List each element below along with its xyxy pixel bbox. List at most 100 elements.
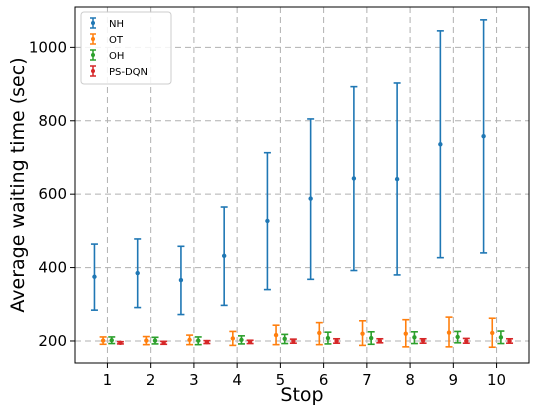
ps-dqn-point	[247, 339, 253, 344]
oh-point	[325, 335, 331, 341]
ps-dqn-point	[291, 338, 296, 344]
oh-point	[412, 335, 417, 340]
legend-box	[80, 11, 172, 85]
oh-point	[282, 336, 287, 341]
oh-point	[498, 335, 504, 340]
nh-errorbar	[220, 206, 228, 307]
nh-errorbar	[177, 245, 185, 316]
ps-dqn-point	[334, 338, 339, 344]
ps-dqn-errorbar	[333, 337, 341, 344]
oh-point	[109, 338, 114, 343]
legend-label: OH	[109, 51, 124, 62]
ot-errorbar	[186, 334, 194, 346]
ps-dqn-errorbar	[376, 337, 384, 344]
ot-errorbar	[229, 330, 237, 347]
ot-errorbar	[142, 335, 150, 346]
ps-dqn-errorbar	[203, 339, 211, 345]
series-layer	[90, 19, 514, 349]
legend-item-nh: NH	[90, 17, 124, 30]
nh-point	[221, 253, 227, 259]
plot-frame	[74, 6, 530, 364]
ps-dqn-errorbar	[462, 337, 470, 344]
nh-errorbar	[350, 85, 358, 272]
oh-errorbar	[237, 335, 245, 345]
nh-point	[351, 176, 357, 181]
legend-label: PS-DQN	[109, 67, 148, 78]
nh-point	[308, 196, 313, 201]
ot-point	[144, 338, 149, 343]
oh-point	[152, 338, 158, 343]
ot-point	[446, 330, 452, 335]
series-oh	[108, 330, 505, 346]
y-tick-label: 600	[38, 185, 67, 203]
x-tick-label: 8	[405, 371, 415, 389]
nh-point	[265, 218, 270, 224]
x-tick-label: 7	[362, 371, 372, 389]
x-tick-label: 3	[189, 371, 199, 389]
legend-item-oh: OH	[90, 49, 124, 62]
y-tick-label: 400	[38, 259, 67, 277]
ot-point	[230, 336, 236, 341]
oh-errorbar	[108, 336, 116, 345]
ps-dqn-errorbar	[160, 340, 168, 346]
legend: NH OT OH PS-DQN	[80, 11, 172, 85]
ps-dqn-point	[118, 340, 123, 346]
nh-point	[135, 270, 140, 276]
nh-point	[438, 142, 443, 147]
ot-point	[360, 331, 365, 336]
oh-errorbar	[324, 331, 332, 345]
ps-dqn-point	[464, 338, 469, 344]
ot-point	[403, 331, 408, 336]
nh-errorbar	[307, 118, 315, 281]
x-tick-label: 6	[319, 371, 329, 389]
oh-errorbar	[497, 330, 505, 345]
y-tick-label: 200	[38, 332, 67, 350]
nh-point	[178, 277, 184, 283]
nh-errorbar	[134, 238, 142, 309]
ps-dqn-point	[507, 338, 512, 344]
ot-errorbar	[445, 316, 453, 348]
oh-errorbar	[281, 333, 289, 345]
ps-dqn-errorbar	[246, 339, 254, 345]
x-tick-label: 9	[449, 371, 459, 389]
ps-dqn-point	[161, 340, 166, 346]
x-axis-ticks: 1 2 3 4 5 6 7 8 9 10	[103, 363, 506, 389]
x-tick-label: 5	[276, 371, 286, 389]
series-ot	[99, 316, 496, 349]
oh-errorbar	[410, 331, 418, 345]
nh-errorbar	[393, 82, 401, 276]
nh-point	[481, 133, 486, 139]
nh-errorbar	[263, 151, 271, 291]
oh-errorbar	[367, 331, 375, 346]
ot-point	[187, 337, 192, 343]
ps-dqn-errorbar	[289, 338, 297, 344]
x-tick-label: 1	[103, 371, 113, 389]
oh-point	[368, 335, 374, 341]
oh-errorbar	[194, 336, 202, 346]
nh-point	[394, 176, 400, 182]
ot-point	[490, 330, 495, 336]
ps-dqn-point	[377, 338, 383, 344]
ot-errorbar	[315, 321, 323, 346]
nh-errorbar	[90, 243, 98, 311]
y-tick-label: 1000	[29, 38, 67, 56]
ot-errorbar	[99, 336, 107, 346]
oh-errorbar	[454, 330, 462, 344]
x-tick-label: 2	[146, 371, 156, 389]
ps-dqn-errorbar	[419, 337, 427, 344]
ot-point	[273, 332, 279, 338]
ot-errorbar	[359, 319, 367, 347]
ps-dqn-errorbar	[506, 337, 514, 344]
y-tick-label: 800	[38, 112, 67, 130]
y-axis-label: Average waiting time (sec)	[7, 57, 29, 312]
ps-dqn-point	[204, 339, 210, 345]
nh-errorbar	[480, 19, 488, 254]
ot-errorbar	[272, 324, 280, 346]
nh-errorbar	[436, 30, 444, 259]
oh-errorbar	[151, 336, 159, 345]
x-tick-label: 10	[487, 371, 506, 389]
ps-dqn-point	[420, 338, 426, 343]
ot-errorbar	[488, 317, 496, 349]
legend-item-ps-dqn: PS-DQN	[90, 65, 148, 78]
